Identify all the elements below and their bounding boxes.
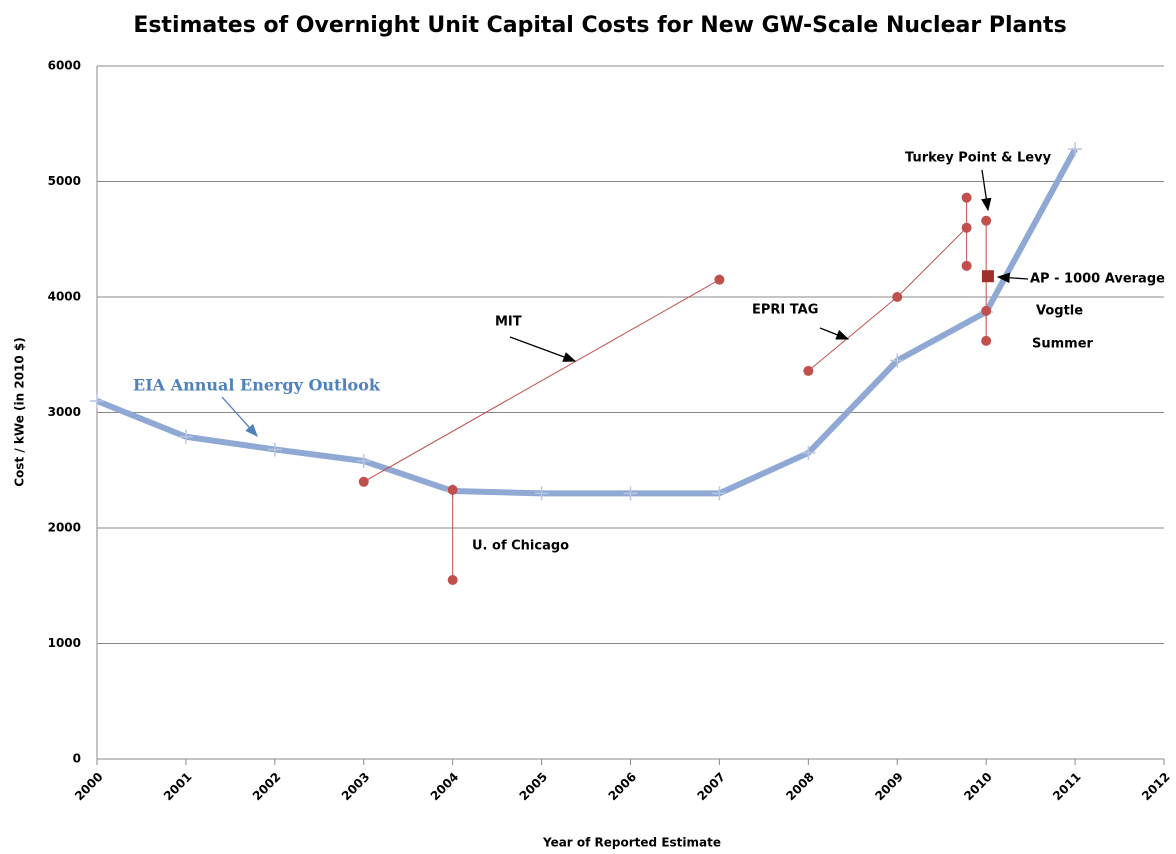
x-tick-label: 2005 <box>517 770 551 804</box>
point <box>358 476 369 487</box>
point <box>892 292 903 302</box>
annotation: MIT <box>495 315 522 330</box>
chart-title: Estimates of Overnight Unit Capital Cost… <box>133 13 1066 38</box>
y-tick-label: 1000 <box>48 636 81 650</box>
x-tick-label: 2008 <box>783 770 817 804</box>
y-tick-label: 4000 <box>48 290 81 304</box>
point <box>714 274 725 285</box>
point <box>961 192 972 203</box>
y-tick-label: 5000 <box>48 174 81 188</box>
x-tick-label: 2002 <box>250 770 284 804</box>
point <box>356 454 371 469</box>
x-tick-label: 2009 <box>872 770 906 804</box>
annotation: U. of Chicago <box>472 539 569 554</box>
annotation: AP - 1000 Average <box>1030 272 1165 287</box>
x-tick-label: 2010 <box>961 770 995 804</box>
annotation-arrow <box>509 336 577 362</box>
annotation: EIA Annual Energy Outlook <box>133 376 381 395</box>
point <box>1068 142 1083 157</box>
point <box>267 442 282 457</box>
point <box>803 365 814 376</box>
annotation-arrow <box>981 169 992 212</box>
annotation-arrow <box>819 327 850 340</box>
y-tick-label: 3000 <box>48 405 81 419</box>
point <box>712 486 727 501</box>
point <box>623 486 638 501</box>
annotation: Vogtle <box>1036 304 1083 319</box>
annotation: EPRI TAG <box>752 303 818 318</box>
point <box>981 305 992 316</box>
point <box>981 270 994 283</box>
annotation: Summer <box>1032 337 1094 352</box>
series-line <box>808 227 967 372</box>
x-tick-label: 2003 <box>339 770 373 804</box>
x-tick-label: 2011 <box>1050 770 1084 804</box>
point <box>981 335 992 346</box>
annotation-arrow <box>221 396 258 437</box>
y-tick-label: 2000 <box>48 521 81 535</box>
point <box>981 215 992 226</box>
x-tick-label: 2007 <box>694 770 728 804</box>
annotation: Turkey Point & Levy <box>905 151 1052 166</box>
point <box>890 353 905 368</box>
x-tick-label: 2006 <box>606 770 640 804</box>
x-tick-label: 2012 <box>1139 770 1173 804</box>
point <box>534 486 549 501</box>
point <box>90 393 104 408</box>
x-tick-label: 2001 <box>161 770 195 804</box>
point <box>447 574 458 585</box>
point <box>178 429 193 444</box>
y-tick-label: 6000 <box>48 59 81 73</box>
point <box>801 445 816 460</box>
point <box>447 484 458 495</box>
x-tick-label: 2000 <box>72 770 106 804</box>
y-tick-label: 0 <box>73 752 81 766</box>
y-axis-title: Cost / kWe (in 2010 $) <box>13 337 27 487</box>
series-line <box>363 279 720 483</box>
annotation-arrow <box>996 272 1029 283</box>
series-line <box>95 147 1078 497</box>
x-axis-title: Year of Reported Estimate <box>542 836 721 850</box>
x-tick-label: 2004 <box>428 770 462 804</box>
point <box>961 260 972 271</box>
